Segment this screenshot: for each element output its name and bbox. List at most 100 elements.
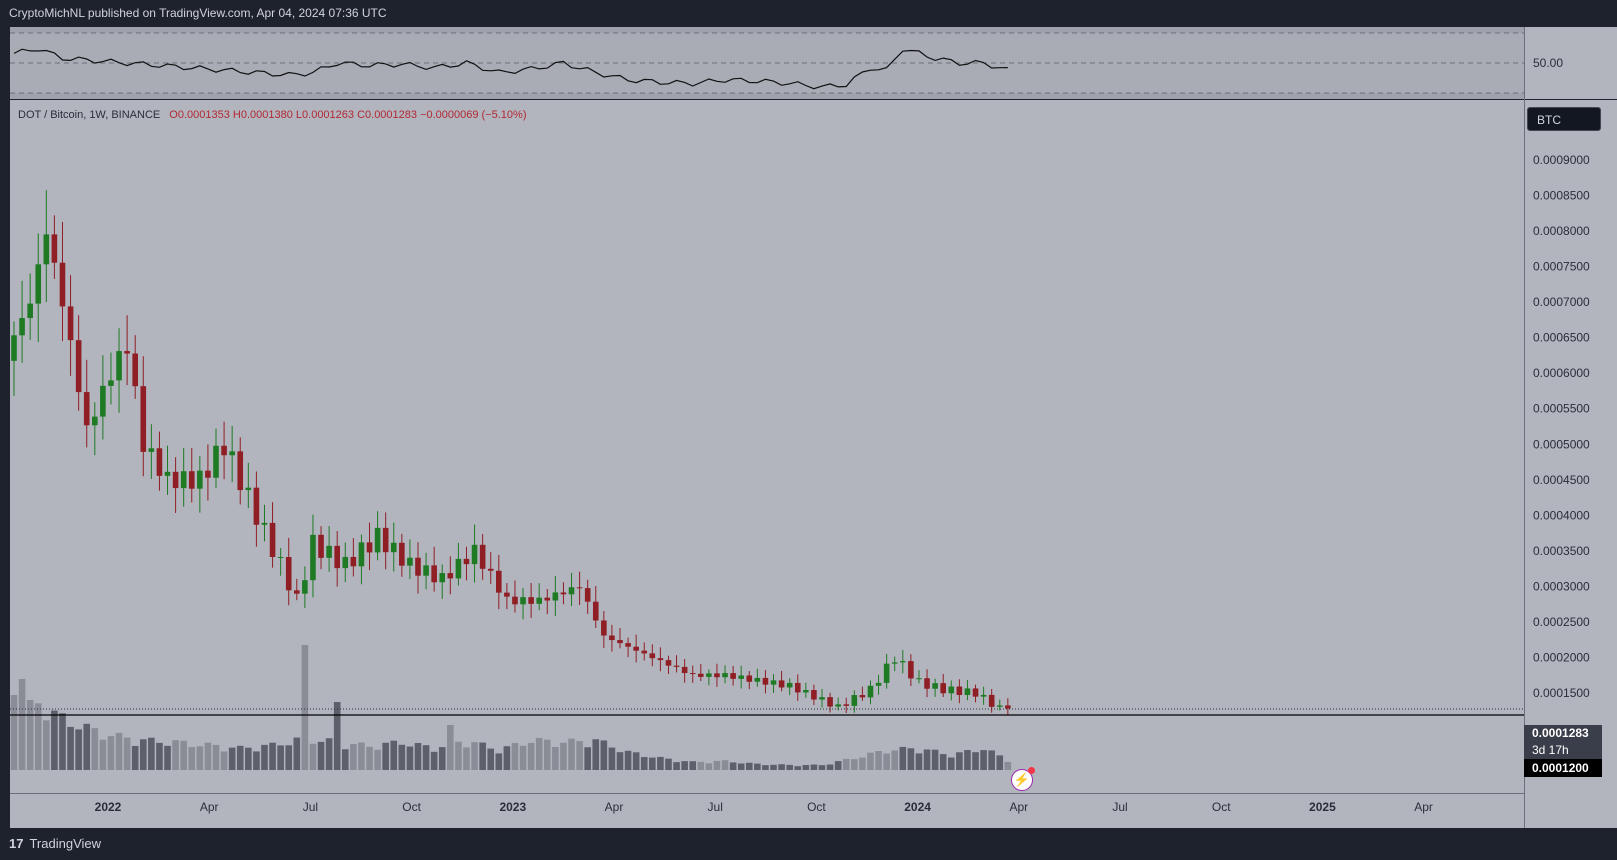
candle-body — [908, 661, 914, 679]
volume-bar — [649, 757, 656, 770]
candle-body — [520, 597, 526, 605]
candle-body — [827, 697, 833, 707]
time-tick-label: Jul — [708, 800, 723, 814]
volume-bar — [834, 761, 842, 770]
candle-body — [374, 527, 381, 553]
volume-bar — [115, 732, 123, 770]
currency-badge[interactable]: BTC — [1527, 107, 1601, 131]
volume-bar — [156, 742, 163, 770]
volume-bar — [867, 752, 874, 770]
candle-body — [407, 557, 413, 566]
candle-body — [689, 673, 696, 675]
volume-bar — [576, 741, 583, 770]
candle-body — [172, 471, 179, 489]
volume-bar — [51, 710, 58, 770]
volume-bar — [309, 743, 317, 770]
candle-body — [439, 573, 446, 583]
candle-body — [948, 686, 955, 694]
volume-bar — [665, 758, 672, 770]
candle-body — [625, 643, 631, 647]
volume-bar — [560, 742, 567, 770]
volume-bar — [891, 750, 899, 770]
volume-bar — [390, 740, 398, 770]
time-tick-label: Jul — [1112, 800, 1127, 814]
candle-body — [738, 675, 744, 679]
notification-dot — [1028, 767, 1035, 774]
price-tick-label: 0.0004500 — [1533, 473, 1590, 487]
candle-body — [528, 597, 534, 604]
price-tick-label: 0.0006500 — [1533, 331, 1590, 345]
candle-series — [10, 190, 1524, 716]
volume-bar — [592, 739, 600, 770]
volume-bar — [947, 757, 955, 770]
candle-body — [27, 303, 33, 319]
volume-bar — [487, 748, 495, 770]
volume-bar — [770, 764, 777, 770]
volume-bar — [689, 761, 697, 770]
candle-body — [197, 470, 203, 489]
lightning-icon[interactable]: ⚡ — [1011, 767, 1035, 791]
candle-body — [875, 682, 882, 686]
volume-bar — [261, 744, 268, 770]
volume-bar — [34, 703, 42, 770]
volume-bar — [859, 757, 866, 770]
volume-bar — [535, 737, 543, 770]
volume-bar — [842, 758, 850, 770]
candle-body — [124, 351, 130, 354]
volume-bar — [503, 746, 511, 770]
candle-body — [681, 666, 688, 674]
last-price-tag: 0.0001283 3d 17h — [1524, 725, 1602, 759]
candle-body — [811, 689, 817, 700]
volume-bar — [964, 750, 971, 770]
candle-body — [455, 558, 462, 579]
volume-bar — [139, 739, 147, 770]
volume-bar — [640, 757, 648, 770]
candle-body — [803, 689, 809, 693]
volume-bar — [83, 723, 91, 770]
volume-bar — [26, 700, 34, 770]
volume-bar — [414, 742, 422, 770]
time-tick-label: Jul — [303, 800, 318, 814]
candle-body — [859, 695, 866, 698]
volume-bar — [762, 765, 769, 770]
volume-bar — [236, 745, 244, 770]
volume-bar — [479, 742, 486, 770]
candle-body — [924, 678, 930, 689]
volume-bar — [245, 747, 252, 770]
time-tick-label: Oct — [402, 800, 421, 814]
volume-bar — [75, 729, 82, 770]
volume-bar — [511, 743, 519, 770]
candle-body — [560, 592, 567, 595]
volume-bar — [43, 720, 50, 770]
candle-body — [35, 264, 42, 304]
price-tick-label: 0.0005000 — [1533, 437, 1590, 451]
candle-body — [382, 527, 389, 553]
volume-bar — [99, 739, 107, 770]
price-tick-label: 0.0002500 — [1533, 615, 1590, 629]
price-tick-label: 0.0007500 — [1533, 260, 1590, 274]
candle-body — [399, 542, 405, 566]
candle-body — [132, 353, 138, 387]
candle-body — [245, 487, 252, 491]
rsi-axis-label: 50.00 — [1533, 56, 1563, 70]
volume-bar — [794, 766, 802, 770]
volume-series — [10, 645, 1012, 770]
candle-body — [794, 682, 801, 693]
candle-body — [67, 306, 74, 341]
tradingview-logo-icon[interactable]: 17 — [9, 836, 24, 851]
price-axis[interactable]: 0.0009000 0.0008500 0.0008000 0.0007500 0.00… — [1524, 27, 1591, 828]
candle-body — [75, 340, 82, 393]
candle-body — [576, 587, 583, 589]
candle-body — [334, 545, 340, 569]
candle-body — [342, 556, 349, 569]
volume-bar — [519, 745, 527, 770]
time-axis[interactable]: 2022 Apr Jul Oct 2023 Apr Jul Oct 2024 Apr Jul Oct 2… — [10, 793, 1524, 815]
volume-bar — [608, 747, 616, 770]
candle-body — [302, 580, 308, 594]
candle-body — [900, 661, 906, 663]
price-chart[interactable]: 50.00 0.0009000 0.0008500 0.0008000 0.00075… — [0, 0, 1617, 828]
rsi-line — [13, 48, 1008, 90]
time-tick-label: Apr — [605, 800, 624, 814]
candle-body — [617, 640, 623, 644]
volume-bar — [398, 744, 406, 770]
